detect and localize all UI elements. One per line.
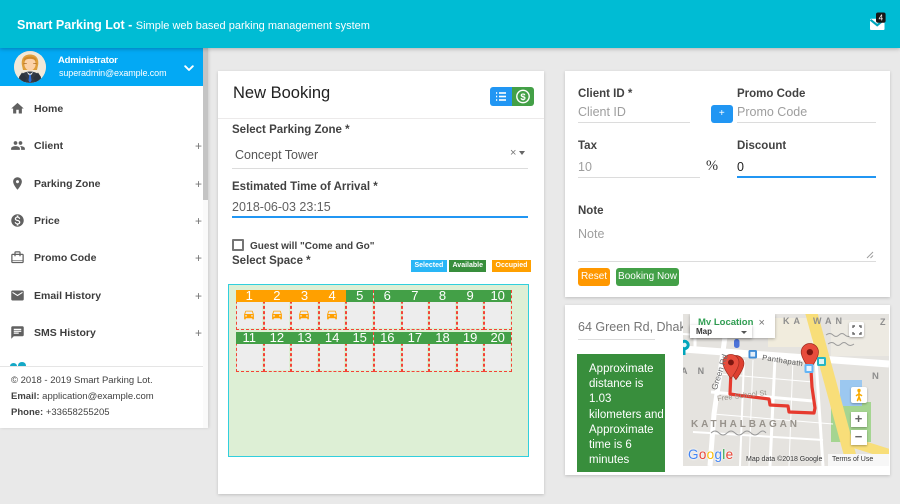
svg-text:4: 4 xyxy=(879,13,884,22)
svg-text:$: $ xyxy=(520,92,526,103)
